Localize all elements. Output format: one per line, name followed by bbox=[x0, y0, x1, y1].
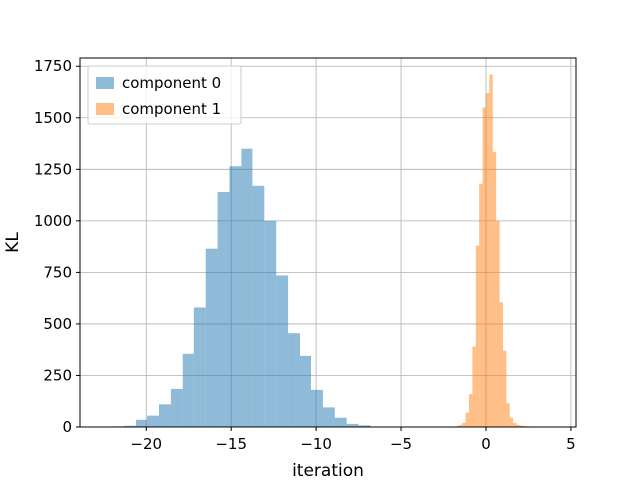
axes: −20 −15 −10 −5 0 5 0 250 500 750 1000 1250 1500 1750 bbox=[34, 57, 577, 453]
legend-swatch-component-1 bbox=[96, 103, 114, 115]
histogram-bar-component-1 bbox=[465, 412, 469, 427]
x-axis-label: iteration bbox=[292, 461, 364, 480]
legend: component 0 component 1 bbox=[87, 65, 242, 125]
histogram-bar-component-1 bbox=[468, 394, 473, 427]
y-tick-label: 750 bbox=[43, 263, 72, 281]
histogram-bar-component-1 bbox=[492, 151, 497, 428]
histogram-bar-component-0 bbox=[276, 275, 289, 427]
legend-label-component-1: component 1 bbox=[122, 100, 221, 118]
histogram-bar-component-0 bbox=[136, 419, 148, 427]
x-tick-label: −20 bbox=[130, 435, 162, 453]
histogram-bar-component-1 bbox=[485, 93, 490, 428]
histogram-bar-component-0 bbox=[252, 185, 265, 427]
histogram-bar-component-1 bbox=[523, 425, 527, 427]
y-tick-label: 1750 bbox=[34, 57, 72, 75]
histogram-bar-component-0 bbox=[322, 407, 335, 427]
histogram-bar-component-0 bbox=[124, 425, 137, 427]
histogram-bar-component-1 bbox=[482, 107, 486, 428]
histogram-bar-component-0 bbox=[358, 425, 371, 427]
histogram-bar-component-1 bbox=[516, 424, 520, 427]
histogram-bar-component-1 bbox=[519, 425, 524, 427]
histogram-bar-component-1 bbox=[506, 403, 510, 427]
histogram-bar-component-1 bbox=[502, 350, 507, 427]
legend-box bbox=[87, 65, 242, 125]
histogram-bar-component-0 bbox=[241, 148, 253, 427]
histogram-bar-component-0 bbox=[311, 389, 323, 427]
histogram-bar-component-0 bbox=[217, 191, 230, 427]
histogram-bar-component-0 bbox=[229, 166, 242, 427]
histogram-bar-component-0 bbox=[346, 423, 359, 427]
y-tick-label: 1500 bbox=[34, 109, 72, 127]
plot-frame bbox=[79, 57, 577, 428]
histogram-bar-component-0 bbox=[170, 388, 183, 427]
histogram-bar-component-1 bbox=[455, 425, 459, 427]
histogram-bar-component-1 bbox=[496, 220, 500, 427]
histogram-bar-component-0 bbox=[288, 333, 300, 427]
legend-swatch-component-0 bbox=[96, 77, 114, 89]
histogram-bar-component-1 bbox=[513, 422, 517, 427]
histogram-bar-component-1 bbox=[509, 417, 514, 427]
histogram-bar-component-0 bbox=[299, 355, 312, 427]
histogram-bar-component-1 bbox=[458, 424, 463, 427]
legend-label-component-0: component 0 bbox=[122, 74, 221, 92]
histogram-bar-component-1 bbox=[489, 74, 493, 427]
x-tick-label: −10 bbox=[300, 435, 332, 453]
histogram-bar-component-0 bbox=[334, 417, 347, 427]
x-tick-label: −5 bbox=[390, 435, 412, 453]
y-tick-label: 250 bbox=[43, 366, 72, 384]
histogram-bar-component-1 bbox=[462, 422, 466, 427]
y-tick-label: 1250 bbox=[34, 160, 72, 178]
histogram-bar-component-0 bbox=[158, 404, 171, 427]
x-tick-label: 5 bbox=[566, 435, 576, 453]
x-tick-label: 0 bbox=[481, 435, 491, 453]
histogram-bar-component-0 bbox=[205, 248, 218, 427]
histogram-bar-component-0 bbox=[193, 307, 206, 427]
histogram-bar-component-0 bbox=[182, 353, 194, 427]
histogram-bar-component-0 bbox=[264, 220, 277, 427]
histogram-bar-component-1 bbox=[475, 245, 480, 427]
histogram-bar-component-1 bbox=[479, 183, 483, 427]
histogram-bars bbox=[112, 74, 537, 428]
y-axis-label: KL bbox=[3, 232, 23, 253]
x-tick-label: −15 bbox=[215, 435, 247, 453]
histogram-bar-component-0 bbox=[147, 415, 159, 427]
histogram-bar-component-1 bbox=[499, 302, 503, 427]
histogram-bar-component-1 bbox=[472, 346, 476, 427]
y-tick-label: 500 bbox=[43, 315, 72, 333]
y-tick-label: 0 bbox=[62, 418, 72, 436]
y-tick-label: 1000 bbox=[34, 212, 72, 230]
